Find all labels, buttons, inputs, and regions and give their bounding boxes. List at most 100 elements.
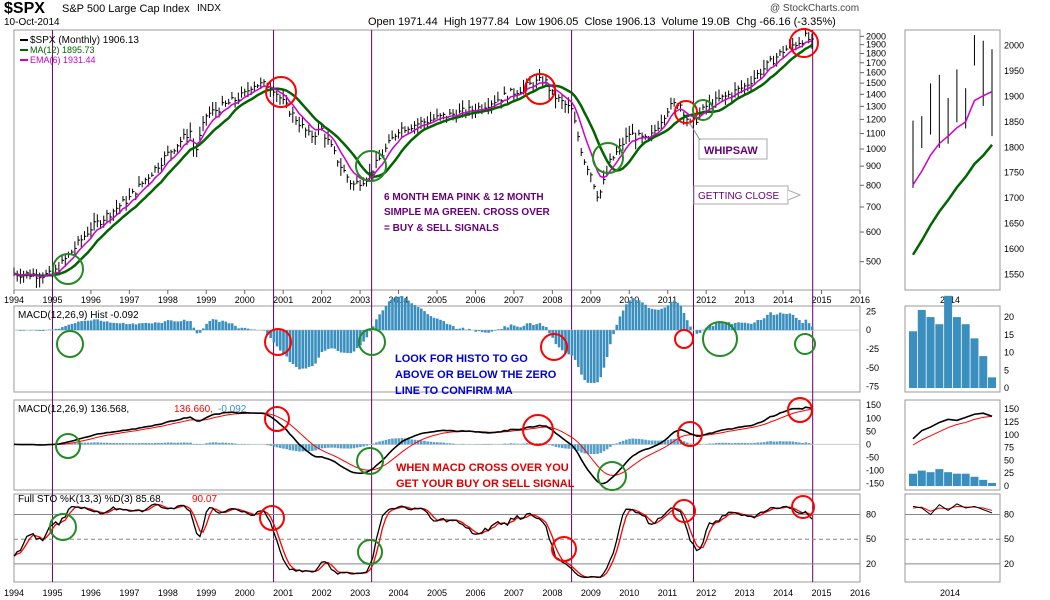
hist-bar — [362, 330, 365, 342]
macd-hist-bar — [442, 442, 446, 445]
macd-hist-bar — [618, 441, 622, 445]
hist-bar — [698, 330, 702, 333]
hist-bar — [480, 330, 484, 333]
hist-bar — [724, 321, 728, 331]
hist-bar — [641, 302, 644, 331]
macd-hist-bar — [295, 444, 298, 452]
side-y-tick-label: 0 — [1004, 383, 1009, 393]
hist-bar — [432, 317, 436, 331]
hist-bar — [573, 330, 577, 360]
macd-hist-bar — [718, 442, 721, 445]
hist-bar — [689, 326, 692, 331]
hist-bar — [682, 312, 686, 331]
hist-bar — [400, 296, 404, 331]
x-tick-label: 2015 — [812, 295, 832, 305]
whipsaw-pointer — [688, 121, 701, 141]
hist-buy-circle — [794, 333, 816, 355]
macd-hist-bar — [355, 444, 359, 448]
hist-bar — [628, 300, 631, 331]
sell-circle — [674, 100, 698, 124]
macd-hist-bar — [676, 439, 679, 445]
panel-frame — [13, 493, 861, 583]
side-macd-hist-bar — [935, 469, 944, 486]
macd-hist-bar — [448, 443, 452, 445]
macd-hist-bar — [785, 441, 788, 445]
x-tick-label: 2016 — [850, 295, 870, 305]
hist-sell-circle — [264, 328, 292, 356]
macd-hist-bar — [564, 444, 567, 449]
hist-bar — [208, 320, 212, 331]
side-y-tick-label: 1700 — [1004, 193, 1024, 203]
hist-bar — [442, 321, 446, 331]
x-tick-label: 1996 — [81, 295, 101, 305]
macd-hist-bar — [333, 444, 337, 448]
macd-hist-bar — [596, 444, 599, 454]
macd-hist-bar — [698, 444, 702, 445]
macd-hist-bar — [778, 441, 782, 445]
x-tick-label: 2011 — [658, 295, 677, 305]
hist-bar — [778, 312, 782, 331]
macd-hist-bar — [512, 443, 516, 445]
macd-hist-bar — [375, 442, 378, 445]
side-hist-bar — [926, 317, 935, 388]
macd-hist-bar — [519, 443, 522, 445]
annotation-ma-3: = BUY & SELL SIGNALS — [384, 223, 499, 234]
hist-bar — [685, 320, 689, 331]
side-y-tick-label: 1850 — [1004, 117, 1024, 127]
y-tick-label: 25 — [866, 306, 876, 316]
side-y-tick-label: 75 — [1004, 443, 1014, 453]
hist-bar — [131, 323, 135, 331]
hist-bar — [593, 330, 596, 383]
side-hist-bar — [988, 377, 996, 388]
macd-hist-bar — [77, 442, 80, 445]
y-tick-label: 600 — [866, 227, 881, 237]
hist-bar — [384, 305, 388, 331]
macd-hist-bar — [359, 444, 362, 448]
macd-hist-bar — [266, 444, 269, 446]
hist-bar — [782, 313, 785, 331]
hist-bar — [583, 330, 587, 381]
hist-bar — [657, 309, 660, 331]
hist-bar — [266, 330, 269, 335]
macd-hist-bar — [436, 442, 439, 445]
sell-circle — [789, 28, 819, 58]
macd-hist-bar — [647, 440, 651, 445]
hist-bar — [349, 330, 353, 354]
side-y-tick-label: 50 — [1004, 455, 1014, 465]
macd-hist-bar — [362, 444, 365, 447]
hist-sell-circle — [674, 329, 694, 349]
side-hist-bar — [935, 324, 944, 388]
x-tick-label-bottom: 2004 — [389, 588, 409, 598]
side-macd-hist-bar — [952, 473, 961, 486]
hist-bar — [487, 330, 490, 333]
hist-bar — [307, 330, 311, 367]
macd-hist-bar — [663, 440, 667, 445]
macd-hist-bar — [166, 442, 170, 445]
macd-hist-bar — [173, 442, 176, 445]
hist-bar — [237, 328, 240, 331]
legend-ema6: EMA(6) 1931.44 — [30, 55, 96, 65]
hist-bar — [317, 330, 321, 358]
macd-hist-bar — [327, 444, 330, 448]
macd-hist-bar — [218, 442, 221, 445]
macd-hist-bar — [83, 442, 87, 445]
y-tick-label: 1200 — [866, 114, 886, 124]
macd-hist-bar — [137, 443, 141, 445]
macd-hist-bar — [762, 442, 766, 445]
x-tick-label: 2003 — [350, 295, 370, 305]
macd-hist-bar — [567, 444, 570, 449]
macd-hist-bar — [583, 444, 587, 454]
hist-bar — [314, 330, 317, 364]
panel-frame — [13, 305, 861, 393]
macd-hist-bar — [657, 440, 660, 445]
x-tick-label-bottom: 2011 — [658, 588, 677, 598]
macd-hist-bar — [548, 444, 551, 445]
hist-bar — [86, 320, 90, 331]
hist-bar — [663, 307, 667, 331]
macd-hist-bar — [381, 440, 385, 445]
hist-bar — [102, 321, 106, 331]
hist-bar — [759, 319, 763, 331]
macd-hist-bar — [788, 441, 792, 445]
hist-buy-circle — [358, 328, 386, 356]
hist-bar — [801, 322, 804, 331]
